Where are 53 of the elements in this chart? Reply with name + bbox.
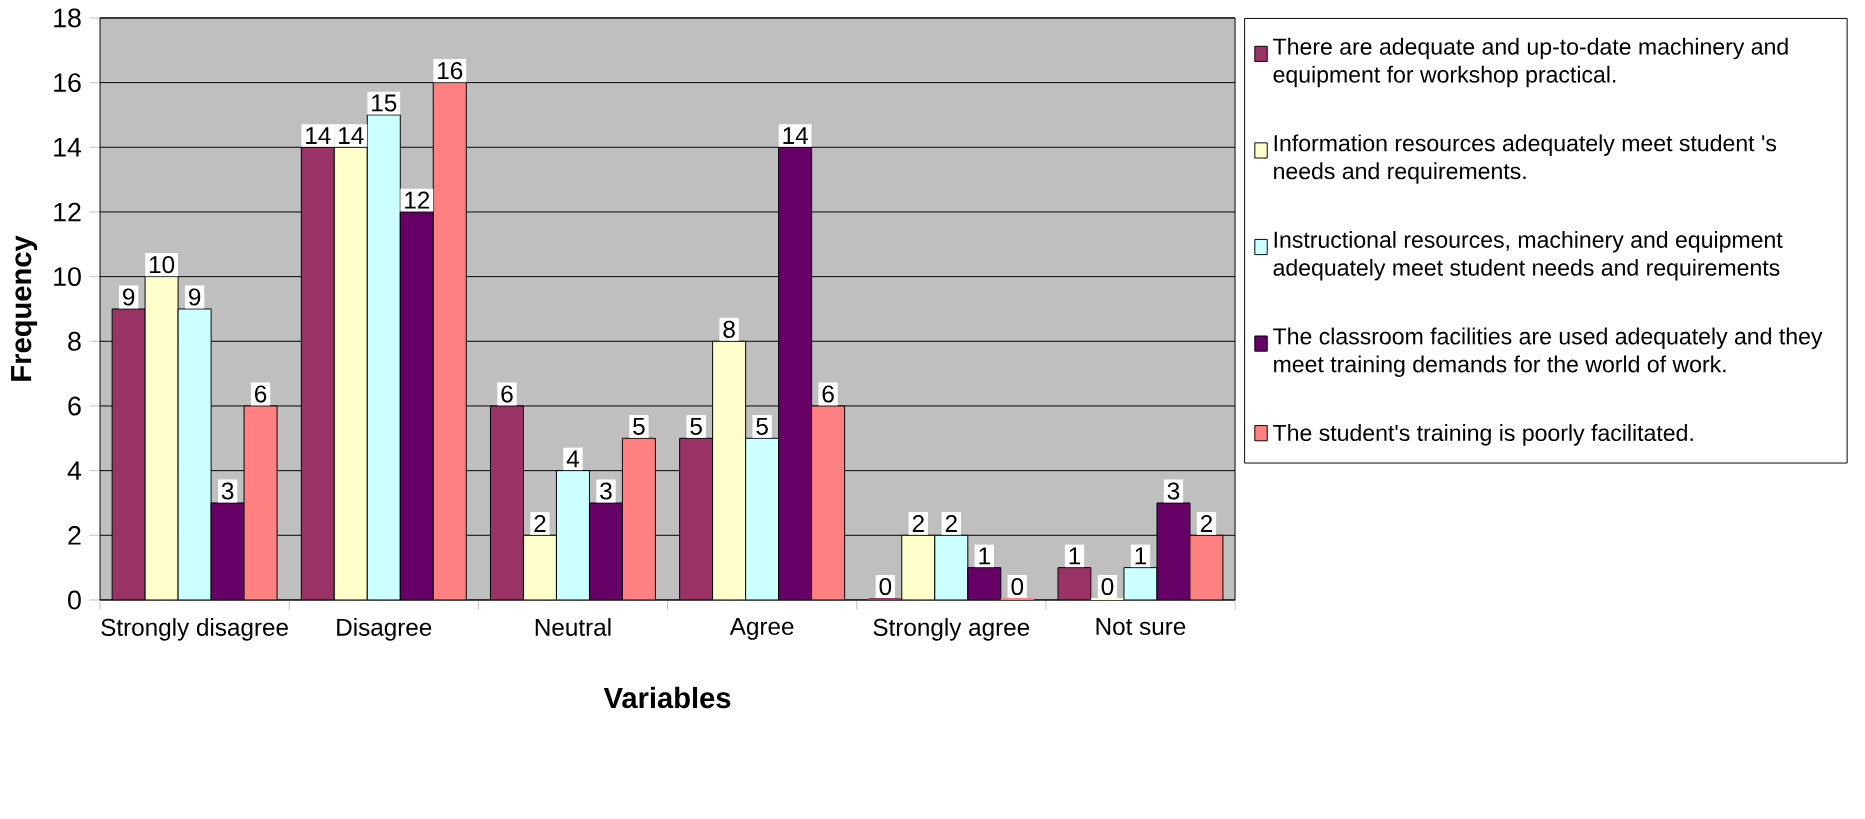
data-label: 12 xyxy=(405,191,430,209)
y-tick-label: 16 xyxy=(54,73,81,93)
data-label: 4 xyxy=(566,450,579,468)
data-label: 16 xyxy=(438,62,463,80)
data-label: 0 xyxy=(1101,577,1114,596)
data-label: 14 xyxy=(339,127,364,144)
data-label: 3 xyxy=(221,482,234,500)
y-tick-label: 18 xyxy=(54,8,81,28)
y-tick-label: 10 xyxy=(54,267,81,287)
data-label: 9 xyxy=(189,288,201,306)
y-tick-label: 0 xyxy=(68,590,81,610)
data-label: 2 xyxy=(1200,514,1212,532)
data-label: 5 xyxy=(633,417,645,435)
data-label: 1 xyxy=(1135,547,1147,565)
data-label: 10 xyxy=(149,256,175,274)
data-label: 6 xyxy=(822,385,834,403)
data-label: 5 xyxy=(756,417,768,435)
data-label: 3 xyxy=(1167,482,1180,500)
y-tick-label: 14 xyxy=(54,138,82,157)
legend-label: There are adequate and up-to-date machinery and equipment for workshop practical. xyxy=(1273,37,1788,88)
y-axis-title: Frequency xyxy=(11,235,38,381)
data-label: 1 xyxy=(1069,547,1081,565)
data-label: 2 xyxy=(912,514,924,532)
data-label: 15 xyxy=(372,94,397,112)
y-tick-label: 4 xyxy=(67,461,82,480)
data-label: 6 xyxy=(255,385,267,403)
y-tick-label: 2 xyxy=(68,526,81,545)
data-label: 8 xyxy=(723,320,735,338)
x-tick-label: Neutral xyxy=(535,618,611,636)
legend-label: Instructional resources, machinery and equipment adequately meet student needs and requirements xyxy=(1273,230,1783,281)
y-tick-label: 12 xyxy=(54,202,81,222)
data-label: 0 xyxy=(1011,577,1024,596)
data-label: 1 xyxy=(979,547,990,565)
data-label: 14 xyxy=(783,127,808,144)
data-label: 5 xyxy=(690,417,702,435)
data-label: 3 xyxy=(600,482,612,500)
y-tick-label: 6 xyxy=(68,396,81,416)
legend-label: The classroom facilities are used adequately and they meet training demands for the world of work. xyxy=(1273,327,1823,377)
x-axis-title: Variables xyxy=(603,686,731,709)
x-tick-label: Strongly agree xyxy=(873,618,1030,641)
y-tick-label: 8 xyxy=(68,331,81,351)
data-label: 14 xyxy=(306,127,331,144)
data-label: 9 xyxy=(123,288,135,306)
data-label: 2 xyxy=(534,514,546,532)
x-tick-label: Not sure xyxy=(1096,618,1186,636)
data-label: 0 xyxy=(879,577,892,596)
legend-label: The student's training is poorly facilitated. xyxy=(1273,424,1693,446)
x-tick-label: Disagree xyxy=(337,618,432,641)
data-label: 6 xyxy=(501,385,513,403)
x-tick-label: Agree xyxy=(729,618,794,640)
legend-label: Information resources adequately meet student 's needs and requirements. xyxy=(1274,134,1777,184)
data-label: 2 xyxy=(945,514,957,532)
x-tick-label: Strongly disagree xyxy=(101,618,288,641)
